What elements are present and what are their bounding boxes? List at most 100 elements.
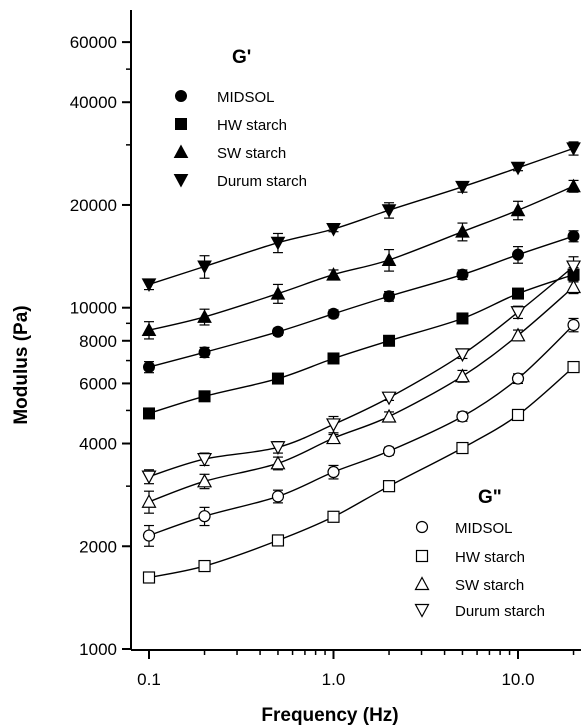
data-point [455, 224, 470, 238]
series-gprime-durum-starch [141, 141, 581, 292]
data-point [567, 360, 580, 374]
data-point [512, 248, 524, 261]
y-tick-label: 10000 [70, 299, 117, 318]
data-point [381, 252, 397, 266]
data-point [566, 178, 581, 193]
data-point [326, 267, 341, 281]
data-point [456, 410, 469, 423]
x-tick-label: 0.1 [137, 670, 161, 689]
data-point [511, 408, 525, 422]
data-point [566, 279, 582, 294]
legend-loss-modulus: G" MIDSOL HW starch SW starch Durum starch [414, 487, 545, 620]
data-point [383, 290, 396, 303]
data-point [327, 307, 340, 320]
data-point [271, 372, 284, 385]
series-gprime-hw-starch [143, 267, 580, 420]
data-point [456, 441, 469, 455]
data-point [198, 559, 211, 573]
y-tick-label: 1000 [79, 640, 117, 659]
y-tick-label: 2000 [79, 537, 117, 556]
data-point [198, 346, 211, 359]
legend-marker [414, 603, 430, 618]
legend-marker [173, 174, 189, 188]
data-point [197, 260, 212, 275]
data-point [143, 407, 155, 420]
legend-marker [175, 118, 187, 130]
legend-title: G" [478, 487, 502, 508]
legend-label: HW starch [455, 549, 525, 566]
data-point [510, 327, 526, 342]
data-point [198, 510, 211, 523]
data-point [271, 490, 285, 503]
data-point [141, 494, 157, 508]
series-line-gprime-durum-starch [148, 147, 574, 286]
series-line-gprime-hw-starch [148, 273, 574, 415]
data-point [327, 465, 340, 479]
data-point [566, 142, 581, 156]
y-tick-label: 20000 [70, 196, 117, 215]
y-axis-title: Modulus (Pa) [11, 305, 32, 424]
data-point [510, 161, 526, 176]
data-point [381, 204, 397, 218]
data-point [327, 352, 340, 365]
data-point [510, 202, 526, 217]
data-point [197, 309, 212, 323]
data-point [198, 390, 211, 403]
data-point [141, 470, 157, 485]
series-line-gprime-midsol [148, 235, 574, 368]
legend-marker [173, 144, 189, 158]
data-point [270, 441, 286, 456]
data-point [325, 418, 342, 433]
legend-label: SW starch [217, 145, 286, 162]
series-line-gdouble-midsol [148, 324, 574, 537]
y-tick-label: 60000 [70, 33, 117, 52]
data-point [456, 268, 469, 281]
data-point [271, 325, 284, 338]
series-line-gprime-sw-starch [148, 185, 574, 331]
data-point [270, 455, 286, 470]
plot-area [141, 141, 582, 584]
data-point [566, 260, 582, 275]
legend-storage-modulus: G' MIDSOL HW starch SW starch Durum starch [173, 47, 307, 190]
x-axis-title: Frequency (Hz) [261, 705, 398, 726]
data-point [456, 312, 469, 325]
series-gdouble-midsol [142, 317, 580, 547]
legend-marker [414, 576, 430, 591]
y-tick-label: 4000 [79, 435, 117, 454]
data-point [327, 510, 340, 523]
data-point [567, 318, 580, 332]
data-point [271, 534, 285, 547]
data-point [325, 430, 342, 445]
data-point [141, 322, 157, 337]
data-point [141, 278, 157, 292]
series-gprime-sw-starch [141, 178, 581, 340]
series-gdouble-sw-starch [141, 279, 582, 514]
data-point [454, 368, 470, 383]
series-line-gdouble-durum-starch [148, 265, 574, 478]
x-tick-label: 10.0 [501, 670, 534, 689]
series-line-gdouble-hw-starch [148, 366, 574, 579]
data-point [567, 230, 580, 243]
data-point [383, 334, 396, 347]
legend-marker [175, 90, 187, 102]
data-point [455, 180, 470, 195]
y-tick-label: 8000 [79, 332, 117, 351]
y-tick-label: 6000 [79, 374, 117, 393]
legend-label: Durum starch [217, 173, 307, 190]
series-gprime-midsol [143, 230, 580, 374]
legend-label: SW starch [455, 577, 524, 594]
axes: 1000 2000 4000 6000 8000 10000 20000 40000 60000… [70, 10, 581, 689]
data-point [381, 408, 397, 423]
data-point [197, 473, 213, 488]
data-point [382, 480, 396, 493]
y-tick-label: 40000 [70, 93, 117, 112]
data-point [510, 306, 526, 320]
data-point [143, 361, 155, 374]
data-point [142, 571, 156, 584]
legend-label: MIDSOL [455, 520, 513, 537]
data-point [512, 287, 524, 300]
data-point [454, 348, 470, 363]
data-point [142, 529, 156, 542]
data-point [381, 391, 397, 406]
x-tick-label: 1.0 [322, 670, 346, 689]
